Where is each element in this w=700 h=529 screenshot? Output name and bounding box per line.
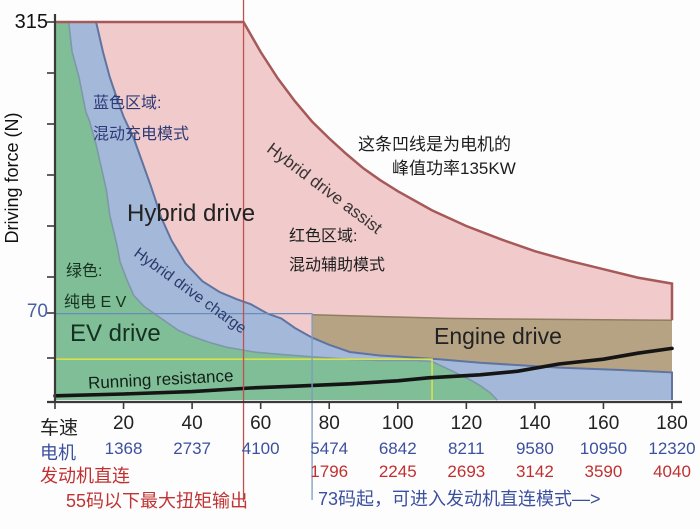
- note-direct-drive-from-73: 73码起，可进入发动机直连模式—>: [318, 489, 601, 509]
- peak-power-note-line2: 峰值功率135KW: [392, 159, 516, 178]
- table-cell: 9580: [515, 439, 554, 458]
- y-axis-label: Driving force (N): [2, 112, 23, 244]
- table-cell: 5474: [310, 439, 349, 458]
- blue-region-note-line2: 混动充电模式: [93, 126, 190, 143]
- table-cell: 3590: [584, 462, 623, 481]
- table-cell: 120: [450, 413, 483, 434]
- hybrid-charge-region: [55, 22, 673, 400]
- ev-drive-label: EV drive: [70, 320, 161, 347]
- green-note-line1: 绿色:: [66, 263, 103, 280]
- table-cell: 180: [656, 413, 688, 434]
- row-label-engine-direct: 发动机直连: [40, 466, 130, 486]
- engine-top-edge: [312, 314, 673, 321]
- table-cell: 4100: [241, 439, 280, 458]
- table-cell: 2737: [173, 439, 212, 458]
- max-torque-step-line: [55, 358, 433, 400]
- table-cell: 2693: [447, 462, 486, 481]
- table-cell: 20: [112, 413, 135, 434]
- table-cell: 12320: [648, 439, 696, 458]
- table-cell: 160: [587, 413, 620, 434]
- green-note-line2: 纯电 E V: [64, 294, 127, 311]
- table-cell: 2245: [378, 462, 417, 481]
- table-cell: 6842: [378, 439, 417, 458]
- hybrid-drive-label: Hybrid drive: [127, 200, 256, 227]
- y-tick-315: 315: [14, 11, 48, 33]
- red-region-note-line2: 混动辅助模式: [289, 257, 386, 274]
- table-cell: 3142: [515, 462, 554, 481]
- engine-drive-label: Engine drive: [434, 323, 562, 349]
- ev-region: [55, 22, 498, 400]
- table-cell: 60: [250, 413, 272, 434]
- ev-envelope-curve: [55, 21, 498, 401]
- table-cell: 140: [519, 413, 551, 434]
- y-tick-70: 70: [26, 301, 48, 322]
- table-cell: 40: [181, 413, 203, 434]
- x-axis-ticks: [54, 402, 673, 409]
- y-axis-ticks: [47, 21, 55, 359]
- red-region-note-line1: 红色区域:: [289, 228, 358, 245]
- note-max-torque-below-55: 55码以下最大扭矩输出: [66, 491, 249, 511]
- blue-region-note-line1: 蓝色区域:: [93, 95, 162, 112]
- engine-region: [312, 314, 672, 373]
- table-cell: 1796: [310, 462, 349, 481]
- table-cell: 10950: [579, 439, 628, 458]
- table-cell: 1368: [104, 439, 143, 458]
- row-label-speed: 车速: [40, 418, 79, 439]
- table-cell: 8211: [448, 439, 485, 458]
- max-power-curve-135kw: [55, 20, 674, 321]
- table-cell: 100: [381, 413, 414, 434]
- peak-power-note-line1: 这条凹线是为电机的: [358, 135, 511, 154]
- running-resistance-line: [53, 346, 674, 398]
- table-cell: 4040: [653, 462, 691, 481]
- table-cell: 80: [318, 413, 340, 434]
- row-label-motor-rpm: 电机: [40, 443, 76, 463]
